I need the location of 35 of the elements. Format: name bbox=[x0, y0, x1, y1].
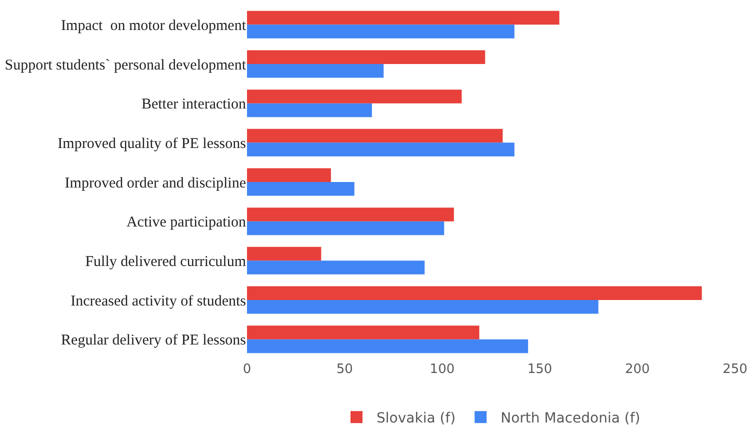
y-tick-label: Fully delivered curriculum bbox=[85, 254, 246, 270]
x-tick-label: 50 bbox=[336, 362, 353, 377]
y-tick-label: Impact on motor development bbox=[61, 18, 247, 34]
y-tick-label: Active participation bbox=[126, 214, 246, 231]
legend-label: North Macedonia (f) bbox=[500, 410, 640, 427]
y-tick-label: Improved order and discipline bbox=[64, 175, 246, 192]
bar bbox=[247, 24, 514, 38]
bar bbox=[247, 168, 331, 182]
x-tick-label: 150 bbox=[527, 362, 552, 377]
bar bbox=[247, 339, 528, 354]
bar bbox=[247, 64, 384, 78]
bar bbox=[247, 182, 354, 196]
bar bbox=[247, 142, 514, 156]
bar bbox=[247, 286, 702, 300]
x-tick-label: 0 bbox=[242, 362, 252, 377]
bar bbox=[247, 208, 454, 222]
bar bbox=[247, 90, 462, 104]
y-tick-label: Improved quality of PE lessons bbox=[58, 136, 246, 152]
bar bbox=[247, 50, 486, 64]
bar bbox=[247, 326, 480, 340]
y-tick-label: Increased activity of students bbox=[70, 293, 246, 310]
x-tick-label: 200 bbox=[624, 362, 650, 377]
bar bbox=[247, 128, 503, 143]
bar bbox=[247, 10, 560, 25]
bar bbox=[247, 260, 425, 274]
x-tick-label: 250 bbox=[722, 362, 748, 377]
legend-label: Slovakia (f) bbox=[376, 410, 456, 427]
y-tick-label: Better interaction bbox=[141, 96, 246, 113]
bar bbox=[247, 246, 322, 261]
y-tick-label: Regular delivery of PE lessons bbox=[61, 332, 246, 349]
x-tick-label: 100 bbox=[430, 362, 455, 377]
y-tick-label: Support students` personal development bbox=[4, 57, 247, 74]
bar bbox=[247, 103, 372, 118]
bar bbox=[247, 221, 444, 236]
bar bbox=[247, 300, 598, 314]
